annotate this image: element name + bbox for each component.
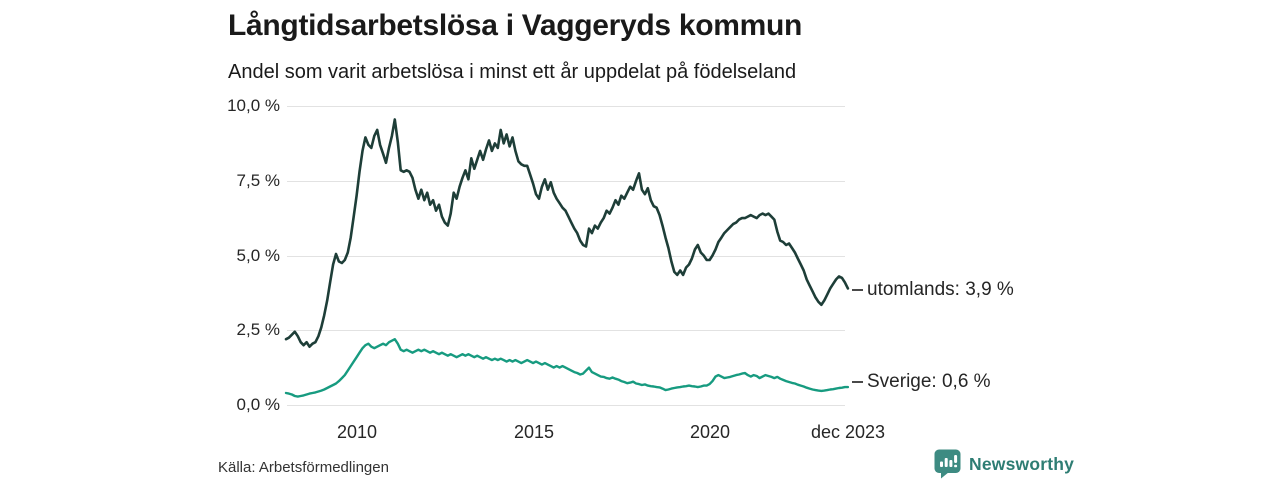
page-title: Långtidsarbetslösa i Vaggeryds kommun <box>228 9 803 42</box>
y-tick-label: 0,0 % <box>236 395 280 414</box>
gridline-5pct <box>287 256 845 257</box>
label-dash-utomlands <box>852 289 863 291</box>
series-end-label-utomlands: utomlands: 3,9 % <box>867 279 1014 300</box>
chart-subtitle: Andel som varit arbetslösa i minst ett å… <box>228 61 797 83</box>
y-tick-label: 7,5 % <box>236 171 280 190</box>
x-tick-label: dec 2023 <box>810 422 886 442</box>
line-plot <box>284 118 850 398</box>
gridline-2-5pct <box>287 330 845 331</box>
x-tick-label: 2015 <box>513 422 555 442</box>
gridline-7-5pct <box>287 181 845 182</box>
x-tick-label: 2010 <box>336 422 378 442</box>
newsworthy-wordmark: Newsworthy <box>969 453 1075 474</box>
gridline-0pct <box>287 405 845 406</box>
label-dash-sverige <box>852 381 863 383</box>
y-tick-label: 5,0 % <box>236 246 280 265</box>
source-attribution: Källa: Arbetsförmedlingen <box>218 459 389 476</box>
y-tick-label: 10,0 % <box>227 96 280 115</box>
gridline-10pct <box>287 106 845 107</box>
line-series-utomlands <box>284 118 850 348</box>
newsworthy-branding: Newsworthy <box>934 449 1074 479</box>
line-series-sverige <box>284 337 850 398</box>
series-end-label-sverige: Sverige: 0,6 % <box>867 371 991 392</box>
newsworthy-logo-icon <box>934 449 961 479</box>
x-tick-label: 2020 <box>689 422 731 442</box>
y-tick-label: 2,5 % <box>236 320 280 339</box>
